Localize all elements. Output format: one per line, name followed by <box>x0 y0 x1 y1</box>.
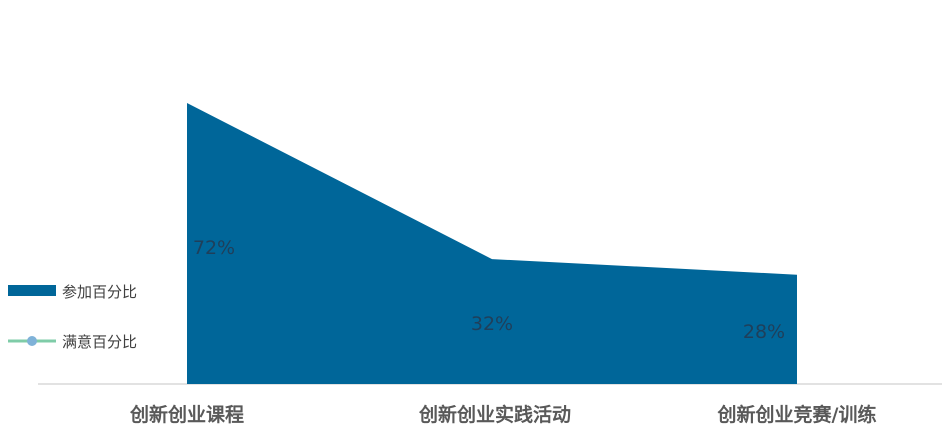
area-series: 72% 32% 28% <box>187 103 797 384</box>
category-labels: 创新创业课程 创新创业实践活动 创新创业竞赛/训练 <box>129 403 876 426</box>
category-label: 创新创业课程 <box>129 403 244 426</box>
legend-label-satisfaction: 满意百分比 <box>62 333 137 351</box>
legend-label-participation: 参加百分比 <box>62 283 137 301</box>
area-data-label: 32% <box>471 313 513 335</box>
category-label: 创新创业竞赛/训练 <box>717 403 877 426</box>
area-fill <box>187 103 797 384</box>
legend: 参加百分比 满意百分比 <box>8 283 137 351</box>
legend-marker-satisfaction <box>27 336 37 346</box>
category-label: 创新创业实践活动 <box>418 403 571 426</box>
area-data-label: 28% <box>743 321 785 343</box>
legend-swatch-participation <box>8 285 56 296</box>
area-data-label: 72% <box>193 237 235 259</box>
